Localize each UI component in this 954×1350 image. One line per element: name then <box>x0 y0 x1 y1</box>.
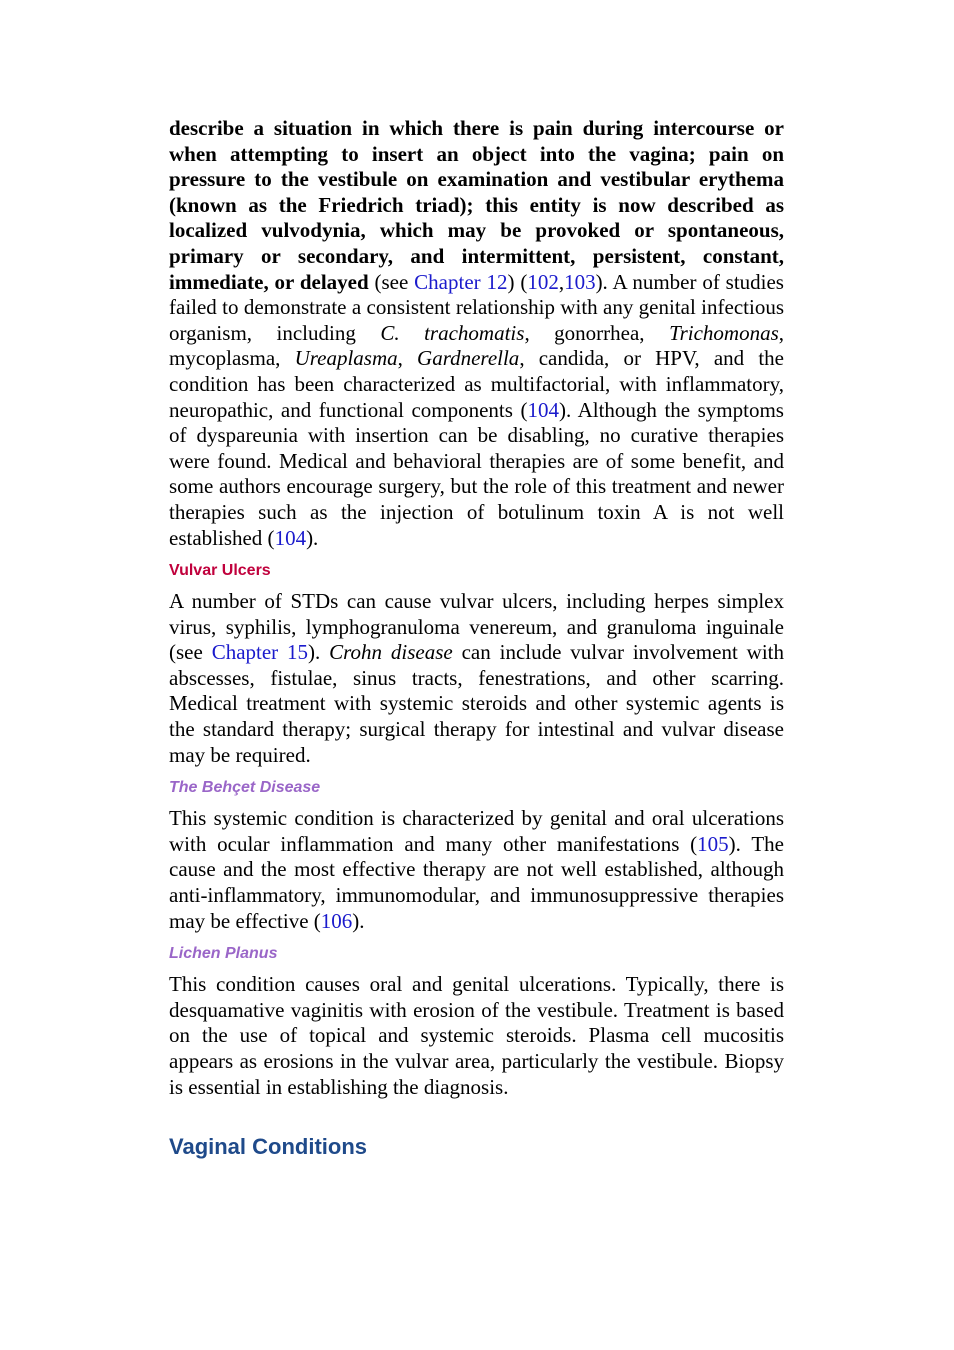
text: Trichomonas <box>669 320 779 345</box>
paragraph: This condition causes oral and genital u… <box>169 972 784 1100</box>
section-heading: Vulvar Ulcers <box>169 562 271 580</box>
text: Ureaplasma <box>294 346 398 371</box>
paragraph: describe a situation in which there is p… <box>169 116 784 551</box>
text: ). A number of studies failed to demonst… <box>169 269 784 345</box>
text: ). Although the symptoms of dyspareunia … <box>169 397 784 550</box>
text: , gonorrhea, <box>524 320 670 345</box>
section-heading: The Behçet Disease <box>169 779 321 797</box>
paragraph: This systemic condition is characterized… <box>169 806 784 934</box>
text: ). <box>306 525 319 550</box>
text: This systemic condition is characterized… <box>169 806 784 856</box>
text: ). <box>308 640 330 665</box>
text: A number of STDs can cause vulvar ulcers… <box>169 589 784 665</box>
chapter-heading: Vaginal Conditions <box>169 1134 368 1160</box>
link[interactable]: 104 <box>274 525 307 550</box>
text: C. trachomatis <box>380 320 525 345</box>
link[interactable]: 106 <box>320 908 353 933</box>
text: , <box>397 346 418 371</box>
document-column: describe a situation in which there is p… <box>169 116 784 1160</box>
text: Gardnerella <box>417 346 520 371</box>
text: (see <box>368 269 415 294</box>
link[interactable]: Chapter 12 <box>414 269 508 294</box>
text: describe a situation in which there is p… <box>169 116 784 294</box>
text: , mycoplasma, <box>169 320 784 371</box>
section-heading: Lichen Planus <box>169 945 278 963</box>
text: , candida, or HPV, and the condition has… <box>169 346 784 422</box>
text: Crohn disease <box>329 640 453 665</box>
text: ) ( <box>507 269 528 294</box>
link[interactable]: 103 <box>564 269 596 294</box>
text: can include vulvar involvement with absc… <box>169 640 784 767</box>
text: ). <box>352 908 365 933</box>
link[interactable]: 105 <box>697 831 729 856</box>
link[interactable]: 102 <box>527 269 559 294</box>
link[interactable]: 104 <box>527 397 559 422</box>
text: ). The cause and the most effective ther… <box>169 831 784 933</box>
link[interactable]: Chapter 15 <box>211 640 309 665</box>
paragraph: A number of STDs can cause vulvar ulcers… <box>169 589 784 768</box>
text: , <box>558 269 565 294</box>
text: This condition causes oral and genital u… <box>169 972 784 1099</box>
